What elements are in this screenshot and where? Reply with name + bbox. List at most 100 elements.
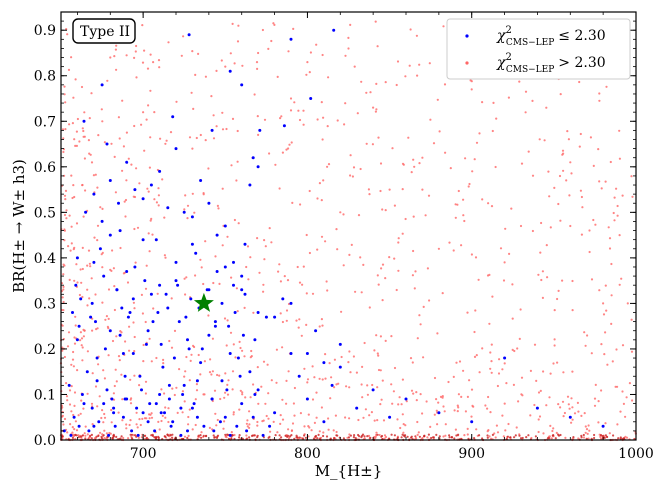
- blue-point: [174, 147, 178, 151]
- red-point: [277, 270, 280, 273]
- red-point: [402, 423, 405, 426]
- blue-point: [245, 429, 249, 433]
- blue-point: [238, 374, 242, 378]
- red-point: [501, 414, 504, 417]
- red-point: [388, 256, 391, 259]
- red-point: [413, 165, 416, 168]
- red-point: [232, 411, 235, 414]
- red-point: [368, 306, 371, 309]
- blue-point: [568, 415, 572, 419]
- red-point: [151, 233, 154, 236]
- red-point: [514, 434, 517, 437]
- red-point: [412, 392, 415, 395]
- red-point: [232, 413, 235, 416]
- red-point: [630, 318, 633, 321]
- red-point: [608, 432, 611, 435]
- red-point: [148, 250, 151, 253]
- red-point: [188, 379, 191, 382]
- red-point: [256, 237, 259, 240]
- red-point: [162, 358, 165, 361]
- blue-point: [228, 69, 232, 73]
- red-point: [255, 61, 259, 64]
- red-point: [302, 123, 305, 126]
- blue-point: [131, 352, 135, 355]
- red-point: [478, 132, 481, 135]
- red-point: [181, 411, 184, 414]
- y-axis: 0.00.10.20.30.40.50.60.70.80.9: [34, 20, 636, 449]
- red-point: [168, 339, 171, 343]
- red-point: [191, 428, 194, 431]
- red-point: [303, 434, 306, 437]
- blue-point: [223, 224, 227, 228]
- blue-point: [136, 433, 140, 437]
- red-point: [124, 215, 127, 218]
- blue-point: [108, 179, 112, 182]
- blue-point: [297, 374, 301, 378]
- red-point: [316, 437, 319, 440]
- red-point: [379, 403, 382, 406]
- red-point: [253, 434, 256, 437]
- red-point: [128, 349, 131, 352]
- red-point: [190, 91, 193, 94]
- blue-point: [535, 406, 539, 410]
- red-point: [457, 393, 460, 396]
- red-point: [498, 358, 501, 361]
- red-point: [305, 73, 308, 76]
- red-point: [276, 75, 279, 78]
- red-point: [285, 402, 288, 405]
- red-point: [62, 300, 65, 304]
- blue-point: [79, 297, 83, 301]
- blue-point: [143, 279, 147, 283]
- red-point: [68, 214, 71, 217]
- red-point: [306, 381, 309, 384]
- red-point: [144, 392, 147, 395]
- blue-point: [123, 397, 127, 401]
- red-point: [194, 73, 197, 76]
- red-point: [490, 371, 493, 374]
- red-point: [466, 311, 469, 314]
- red-point: [336, 434, 339, 437]
- red-point: [192, 107, 195, 110]
- red-point: [159, 137, 162, 140]
- red-point: [349, 23, 352, 26]
- blue-point: [187, 347, 191, 351]
- red-point: [94, 293, 97, 296]
- blue-point: [159, 342, 163, 346]
- red-point: [511, 317, 514, 320]
- blue-point: [215, 233, 219, 237]
- red-point: [73, 279, 76, 282]
- red-point: [428, 62, 431, 65]
- red-point: [410, 389, 414, 392]
- red-point: [558, 174, 562, 178]
- red-point: [62, 273, 65, 276]
- red-point: [395, 288, 398, 292]
- red-point: [117, 355, 121, 358]
- red-point: [215, 69, 218, 72]
- blue-point: [256, 311, 260, 314]
- red-point: [102, 421, 105, 424]
- red-point: [230, 164, 233, 167]
- red-point: [442, 405, 445, 408]
- red-point: [81, 267, 84, 271]
- blue-point: [130, 429, 134, 433]
- blue-point: [103, 347, 107, 351]
- red-point: [340, 310, 343, 313]
- red-point: [207, 167, 210, 170]
- red-point: [296, 265, 299, 269]
- red-point: [73, 246, 76, 249]
- red-point: [455, 361, 458, 364]
- red-point: [380, 267, 383, 270]
- red-point: [185, 355, 188, 359]
- red-point: [337, 382, 340, 385]
- red-point: [263, 118, 267, 121]
- red-point: [333, 358, 336, 361]
- red-point: [171, 436, 174, 439]
- red-point: [402, 431, 405, 434]
- red-point: [208, 426, 211, 429]
- red-point: [237, 24, 240, 27]
- red-point: [211, 370, 214, 373]
- red-point: [502, 279, 506, 282]
- red-point: [313, 421, 316, 424]
- red-point: [302, 437, 305, 440]
- blue-point: [117, 201, 120, 205]
